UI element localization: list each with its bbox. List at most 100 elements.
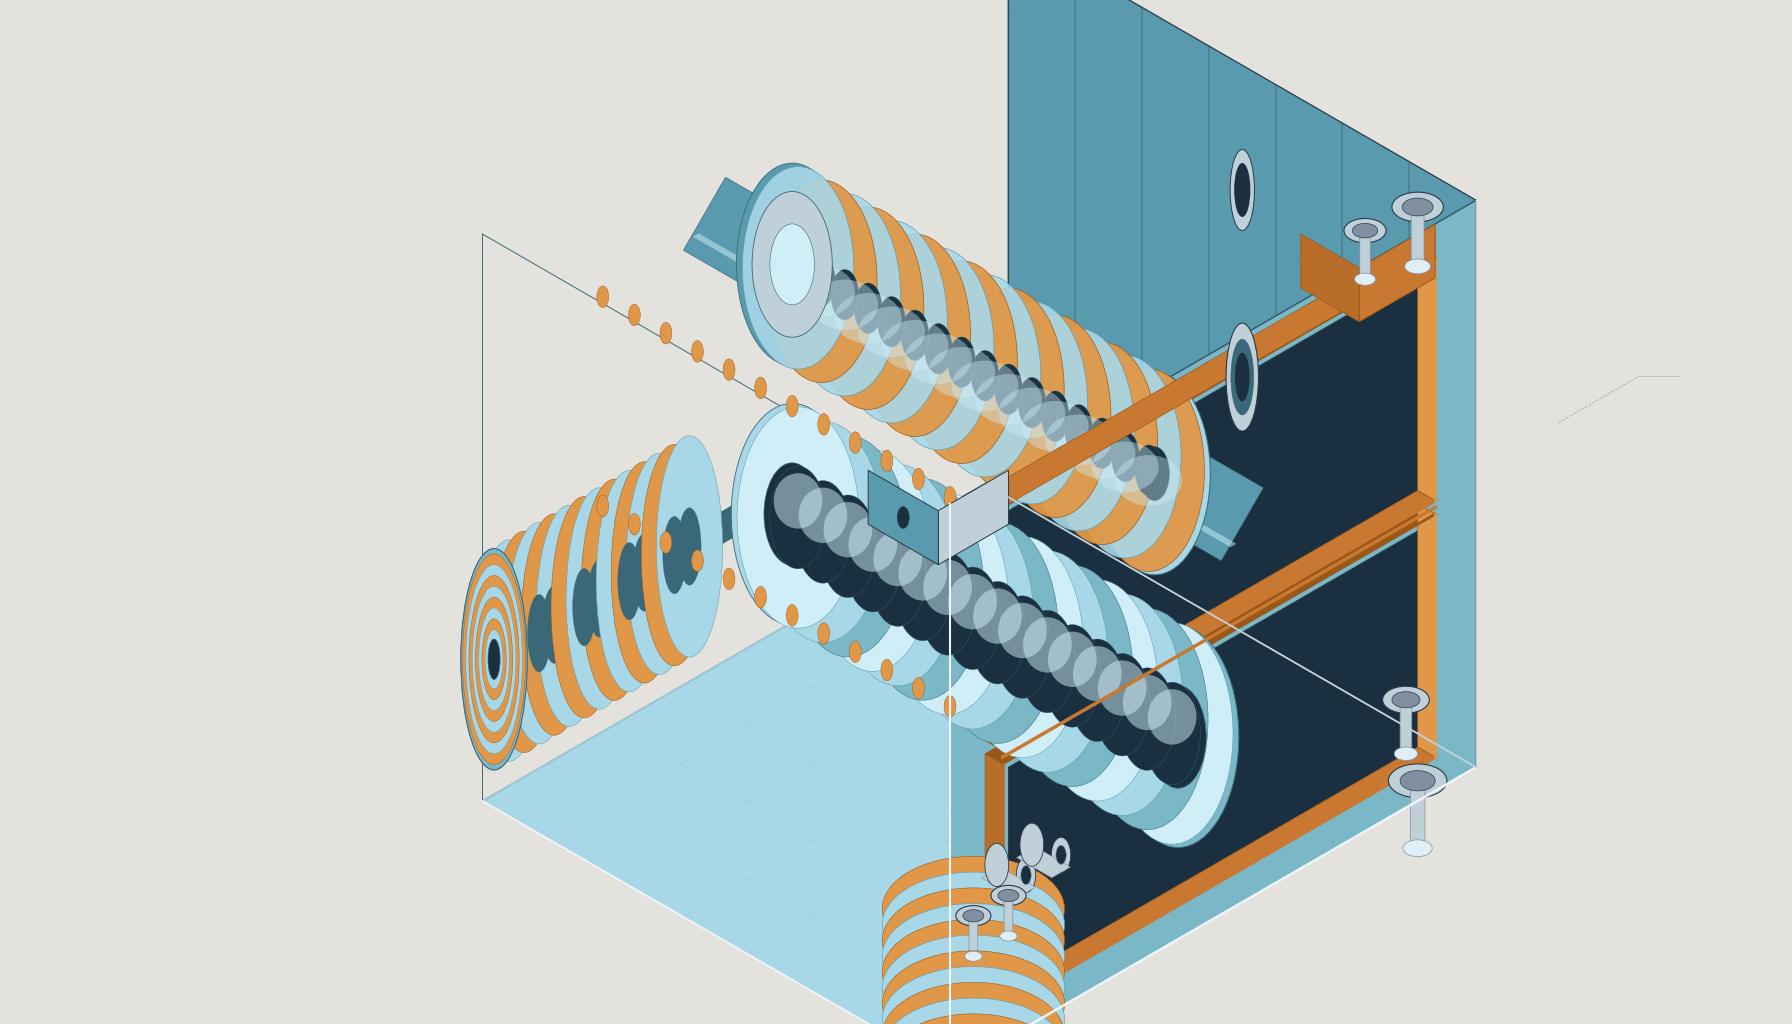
- Ellipse shape: [659, 323, 672, 344]
- Ellipse shape: [1389, 764, 1446, 798]
- Ellipse shape: [948, 337, 975, 387]
- Ellipse shape: [998, 890, 1020, 901]
- Ellipse shape: [1140, 446, 1170, 501]
- Ellipse shape: [849, 641, 862, 663]
- Polygon shape: [939, 470, 1009, 565]
- Ellipse shape: [1229, 150, 1254, 230]
- Ellipse shape: [998, 387, 1064, 438]
- Ellipse shape: [1143, 682, 1201, 784]
- Ellipse shape: [633, 534, 656, 611]
- Ellipse shape: [737, 407, 858, 628]
- Ellipse shape: [1047, 342, 1158, 545]
- Ellipse shape: [819, 495, 876, 598]
- Ellipse shape: [1000, 315, 1111, 517]
- Ellipse shape: [1235, 163, 1251, 217]
- Ellipse shape: [618, 543, 642, 620]
- Ellipse shape: [973, 589, 1021, 644]
- Ellipse shape: [919, 553, 977, 655]
- Ellipse shape: [1070, 639, 1125, 741]
- Ellipse shape: [1124, 675, 1172, 730]
- Ellipse shape: [952, 360, 1018, 412]
- Polygon shape: [1417, 504, 1435, 757]
- Ellipse shape: [1314, 240, 1322, 248]
- Ellipse shape: [663, 516, 686, 594]
- Polygon shape: [1016, 847, 1070, 878]
- Ellipse shape: [1018, 378, 1047, 428]
- Ellipse shape: [882, 321, 948, 371]
- Ellipse shape: [812, 280, 878, 330]
- Ellipse shape: [505, 522, 572, 743]
- Ellipse shape: [1150, 686, 1206, 788]
- Ellipse shape: [1383, 686, 1430, 714]
- Ellipse shape: [771, 466, 826, 568]
- Ellipse shape: [817, 547, 826, 555]
- Ellipse shape: [844, 509, 901, 612]
- Ellipse shape: [923, 560, 971, 615]
- Ellipse shape: [964, 951, 982, 962]
- Ellipse shape: [642, 444, 708, 666]
- Ellipse shape: [1036, 580, 1158, 801]
- Ellipse shape: [788, 266, 855, 316]
- Ellipse shape: [692, 550, 704, 571]
- Ellipse shape: [987, 551, 1107, 772]
- Polygon shape: [683, 177, 1263, 561]
- Ellipse shape: [912, 678, 925, 699]
- Ellipse shape: [1023, 617, 1072, 673]
- Ellipse shape: [1134, 445, 1163, 496]
- Ellipse shape: [998, 603, 1047, 658]
- Polygon shape: [986, 746, 1435, 1007]
- Ellipse shape: [1052, 838, 1070, 872]
- Polygon shape: [986, 490, 1435, 751]
- Ellipse shape: [602, 551, 625, 629]
- Ellipse shape: [1355, 273, 1376, 286]
- Ellipse shape: [930, 274, 1041, 477]
- Ellipse shape: [785, 243, 812, 293]
- Ellipse shape: [905, 334, 971, 384]
- Ellipse shape: [944, 486, 955, 508]
- Ellipse shape: [597, 286, 609, 307]
- Ellipse shape: [849, 432, 862, 454]
- Ellipse shape: [513, 603, 536, 681]
- Ellipse shape: [901, 310, 928, 360]
- Polygon shape: [694, 233, 1236, 547]
- Ellipse shape: [962, 909, 984, 922]
- Ellipse shape: [762, 421, 883, 643]
- Ellipse shape: [625, 453, 692, 675]
- Ellipse shape: [882, 935, 1064, 1024]
- Ellipse shape: [1400, 771, 1435, 791]
- Ellipse shape: [1061, 594, 1183, 815]
- Polygon shape: [1009, 267, 1430, 740]
- Ellipse shape: [482, 621, 505, 698]
- Ellipse shape: [995, 596, 1050, 698]
- Ellipse shape: [724, 568, 735, 590]
- Ellipse shape: [1392, 691, 1419, 708]
- Polygon shape: [986, 248, 1435, 507]
- Ellipse shape: [462, 554, 525, 765]
- Ellipse shape: [778, 238, 806, 292]
- Polygon shape: [1412, 204, 1425, 270]
- Ellipse shape: [855, 283, 882, 334]
- Ellipse shape: [937, 522, 1059, 743]
- Ellipse shape: [754, 587, 767, 608]
- Ellipse shape: [765, 180, 876, 383]
- Ellipse shape: [808, 256, 835, 306]
- Ellipse shape: [1231, 339, 1254, 415]
- Ellipse shape: [925, 324, 952, 374]
- Ellipse shape: [882, 967, 1064, 1024]
- Polygon shape: [1400, 696, 1412, 757]
- Ellipse shape: [948, 574, 996, 630]
- Ellipse shape: [659, 531, 672, 553]
- Ellipse shape: [742, 167, 853, 369]
- Ellipse shape: [491, 531, 557, 753]
- Ellipse shape: [774, 473, 823, 528]
- Ellipse shape: [521, 514, 588, 735]
- Polygon shape: [969, 913, 978, 958]
- Polygon shape: [1002, 230, 1435, 507]
- Ellipse shape: [1235, 353, 1249, 401]
- Polygon shape: [1009, 524, 1430, 996]
- Ellipse shape: [597, 496, 609, 517]
- Polygon shape: [986, 498, 1002, 751]
- Polygon shape: [599, 481, 774, 614]
- Ellipse shape: [692, 341, 704, 362]
- Ellipse shape: [882, 872, 1064, 977]
